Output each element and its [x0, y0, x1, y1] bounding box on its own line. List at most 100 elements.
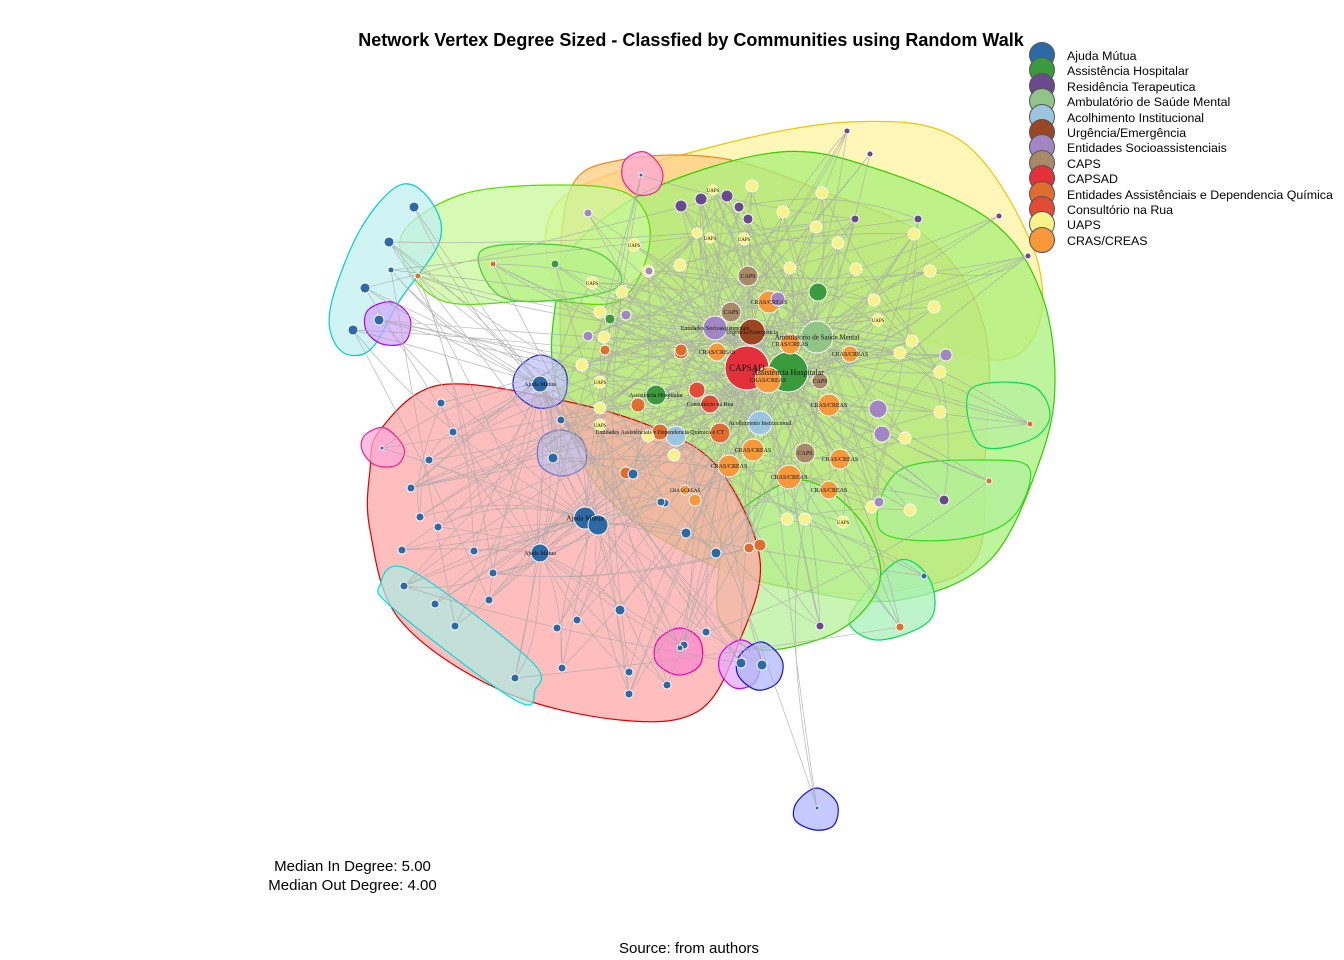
legend-item: CRAS/CREAS [1029, 226, 1344, 253]
legend-item: Acolhimento Institucional [1029, 103, 1344, 130]
network-node [753, 538, 767, 552]
network-node [674, 199, 688, 213]
network-node [743, 542, 755, 554]
network-node [430, 599, 440, 609]
node-label: CRAS/CREAS [811, 403, 848, 409]
network-node [737, 232, 751, 246]
node-label: CRAS/CREAS [751, 300, 788, 306]
legend-label: CAPSAD [1067, 172, 1118, 187]
network-node [662, 680, 672, 690]
node-label: CRAS/CREAS [811, 488, 848, 494]
node-label: UAPS [586, 282, 599, 287]
community-hull [966, 381, 1051, 450]
network-node [614, 604, 626, 616]
node-label: CRAS/CREAS [735, 448, 772, 454]
network-node [707, 342, 727, 362]
network-node [688, 493, 702, 507]
network-node [843, 127, 851, 135]
network-node [702, 315, 728, 341]
network-node [850, 214, 860, 224]
network-node [756, 659, 768, 671]
network-node [717, 454, 741, 478]
network-node [673, 258, 687, 272]
network-node [815, 186, 829, 200]
legend-label: Ajuda Mútua [1067, 49, 1137, 63]
node-label: CRAS/CREAS [699, 350, 736, 356]
network-node [770, 291, 786, 307]
network-node [448, 427, 458, 437]
legend-item: Entidades Assistênciais e Dependencia Qu… [1029, 180, 1344, 207]
node-label: Assistência Hospitalar [752, 368, 824, 377]
node-label: Ajuda Mútua [524, 382, 556, 388]
network-node [585, 276, 599, 290]
network-node [359, 282, 371, 294]
network-node [866, 150, 874, 158]
legend-swatch [1029, 226, 1055, 253]
network-node [871, 313, 885, 327]
node-label: Ajuda Mútua [566, 514, 604, 522]
network-node [1026, 420, 1034, 428]
network-node [469, 546, 479, 556]
legend-item: Ambulatório de Saúde Mental [1029, 88, 1344, 115]
network-node [867, 293, 881, 307]
network-node [704, 232, 716, 244]
community-hull [377, 565, 542, 706]
node-label: UAPS [704, 237, 717, 242]
network-node [938, 494, 950, 506]
legend-label: Entidades Assistênciais e Dependencia Qu… [1067, 187, 1333, 202]
node-label: UAPS [594, 424, 607, 429]
network-node [738, 318, 766, 346]
network-node [783, 261, 797, 275]
node-label: UAPS [837, 521, 850, 526]
network-node [679, 484, 691, 496]
network-node [593, 305, 607, 319]
network-node [587, 514, 609, 536]
network-node [849, 262, 863, 276]
network-node [552, 623, 562, 633]
network-node [572, 615, 582, 625]
network-node [794, 442, 816, 464]
network-node [927, 300, 941, 314]
network-node [920, 572, 928, 580]
network-node [733, 201, 745, 213]
node-label: Assistência Hospitalar [629, 393, 683, 399]
network-node [815, 621, 825, 631]
network-node [779, 333, 801, 355]
network-node [644, 266, 654, 276]
network-node [694, 192, 708, 206]
network-node [615, 285, 629, 299]
network-node [747, 410, 773, 436]
network-node [556, 415, 566, 425]
network-node [898, 431, 912, 445]
network-node [641, 429, 655, 443]
network-node [379, 445, 385, 451]
network-node [627, 468, 639, 480]
network-node [754, 366, 782, 394]
network-node [489, 260, 497, 268]
network-node [424, 455, 434, 465]
node-label: Ambulatório de Saúde Mental [775, 333, 860, 341]
network-node [688, 381, 706, 399]
network-node [780, 512, 794, 526]
legend-label: Assistência Hospitalar [1067, 64, 1189, 79]
node-layer [347, 127, 1034, 811]
network-node [414, 272, 422, 280]
legend-item: Entidades Socioassistenciais [1029, 134, 1344, 161]
network-node [484, 595, 494, 605]
legend-label: CRAS/CREAS [1067, 233, 1148, 248]
node-label: Entidades Socioassistenciais [681, 326, 750, 332]
network-node [814, 805, 820, 811]
network-node [811, 372, 829, 390]
network-node [638, 172, 644, 178]
legend-item: Consultório na Rua [1029, 195, 1344, 222]
node-label: CRAS/CREAS [772, 342, 809, 348]
network-node [347, 324, 359, 336]
network-node [995, 212, 1003, 220]
network-node [593, 418, 607, 432]
network-node [829, 448, 851, 470]
network-node [735, 657, 747, 669]
network-node [841, 345, 859, 363]
network-node [531, 375, 549, 393]
node-label: CAPS [812, 379, 827, 385]
